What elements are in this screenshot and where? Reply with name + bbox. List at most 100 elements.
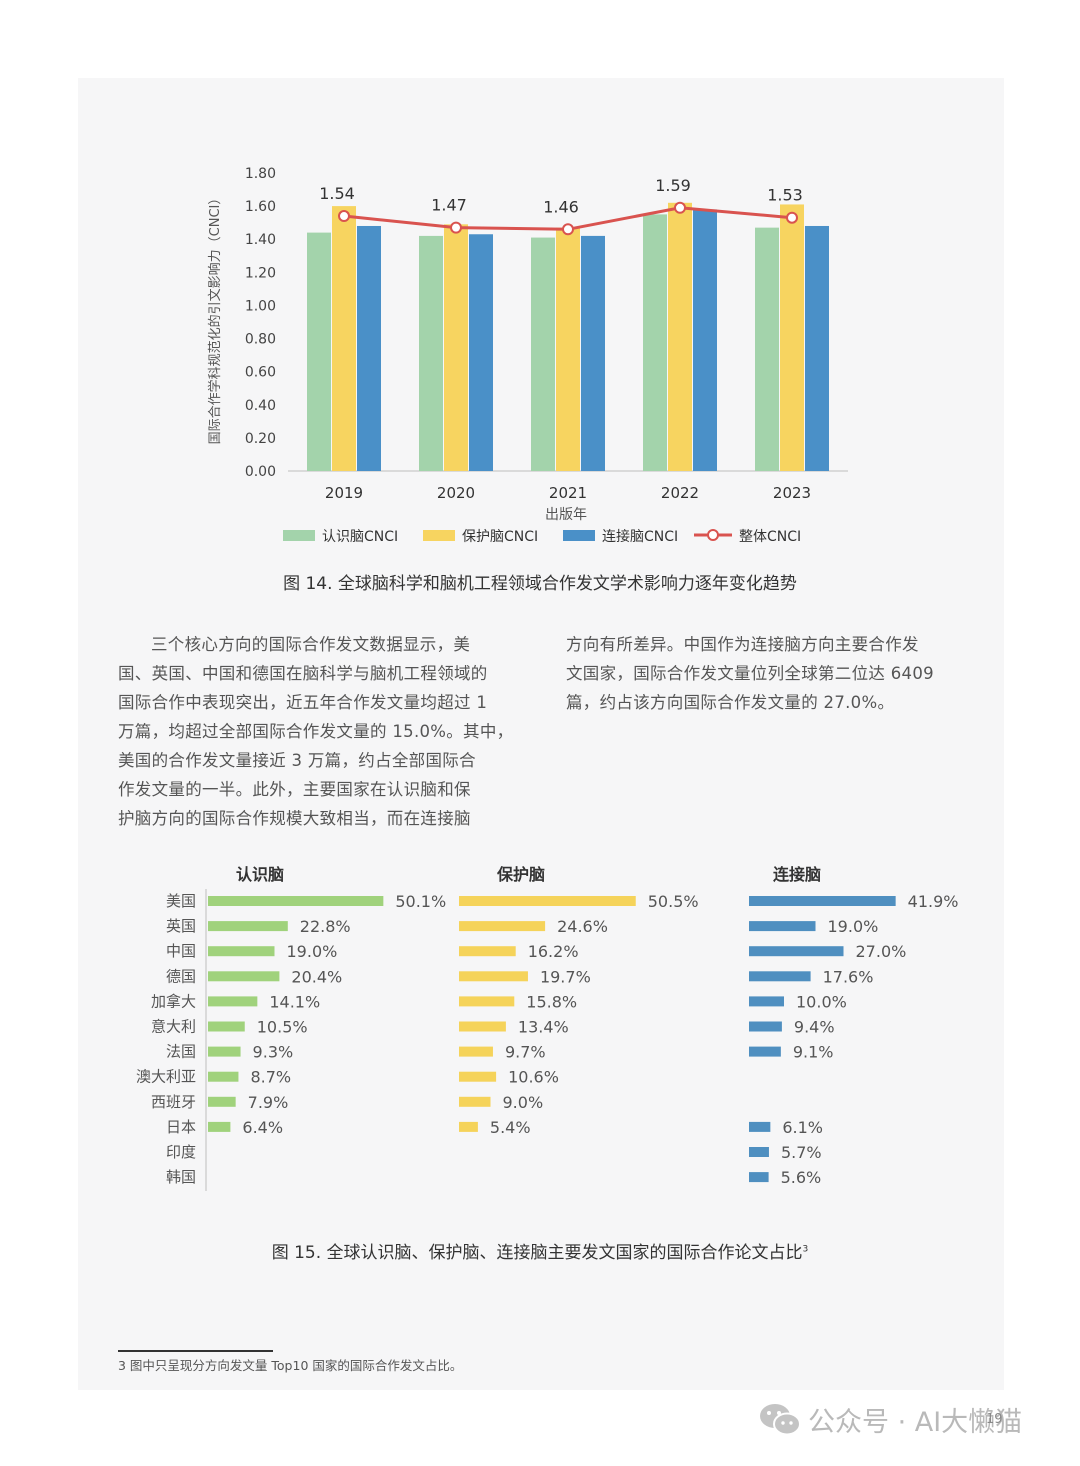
figure-15-caption-text: 图 15. 全球认识脑、保护脑、连接脑主要发文国家的国际合作论文占比 <box>271 1243 803 1263</box>
data-label: 5.6% <box>781 1168 822 1187</box>
line-point <box>674 201 686 214</box>
country-label: 加拿大 <box>151 992 196 1010</box>
text-line: 篇，约占该方向国际合作发文量的 27.0%。 <box>566 693 895 712</box>
bar <box>459 896 636 906</box>
data-label: 9.3% <box>253 1043 294 1062</box>
data-label: 24.6% <box>557 917 608 936</box>
data-label: 20.4% <box>291 967 342 986</box>
line-data-label: 1.47 <box>431 196 467 215</box>
footnote: 3 图中只呈现分方向发文量 Top10 国家的国际合作发文占比。 <box>118 1358 463 1373</box>
text-line: 文国家，国际合作发文量位列全球第二位达 6409 <box>566 664 934 683</box>
data-label: 19.7% <box>540 967 591 986</box>
data-label: 10.0% <box>796 992 847 1011</box>
bar-3 <box>357 225 381 471</box>
bar-3 <box>805 225 829 471</box>
y-tick-label: 1.40 <box>245 232 276 248</box>
bar-3 <box>469 234 493 471</box>
bar-3 <box>581 235 605 471</box>
body-text-right: 方向有所差异。中国作为连接脑方向主要合作发 文国家，国际合作发文量位列全球第二位达… <box>566 630 966 717</box>
y-tick-label: 1.60 <box>245 199 276 215</box>
country-label: 英国 <box>166 917 196 935</box>
line-data-label: 1.46 <box>543 197 579 216</box>
legend-swatch <box>283 530 315 541</box>
line-point <box>562 223 574 236</box>
y-tick-label: 0.40 <box>245 398 276 414</box>
x-tick-label: 2019 <box>325 484 363 502</box>
y-tick-label: 0.60 <box>245 365 276 381</box>
country-label: 德国 <box>166 967 196 985</box>
country-label: 法国 <box>166 1043 196 1061</box>
x-axis-title: 出版年 <box>545 507 587 523</box>
bar-1 <box>419 235 443 471</box>
bar-2 <box>668 202 692 472</box>
legend-swatch <box>423 530 455 541</box>
bar <box>749 1046 781 1057</box>
country-label: 韩国 <box>166 1168 196 1186</box>
bar <box>459 1071 497 1082</box>
data-label: 19.0% <box>287 942 338 961</box>
text-line: 三个核心方向的国际合作发文数据显示，美 <box>151 635 471 654</box>
bar-1 <box>755 227 779 471</box>
text-line: 方向有所差异。中国作为连接脑方向主要合作发 <box>566 635 919 654</box>
figure-14-caption: 图 14. 全球脑科学和脑机工程领域合作发文学术影响力逐年变化趋势 <box>283 574 797 594</box>
bar <box>208 971 280 982</box>
bar <box>749 971 811 982</box>
legend-label: 连接脑CNCI <box>602 528 678 545</box>
line-point <box>338 210 350 223</box>
bar <box>208 1071 239 1082</box>
bar <box>208 1121 231 1132</box>
text-line: 国、英国、中国和德国在脑科学与脑机工程领域的 <box>118 664 488 683</box>
bar <box>459 921 546 932</box>
bar-1 <box>531 237 555 471</box>
country-label: 西班牙 <box>151 1093 196 1111</box>
data-label: 5.4% <box>490 1118 531 1137</box>
data-label: 14.1% <box>269 992 320 1011</box>
bar <box>749 921 816 932</box>
data-label: 10.5% <box>257 1018 308 1037</box>
bar-2 <box>332 206 356 471</box>
y-tick-label: 1.20 <box>245 265 276 281</box>
bar <box>459 946 516 957</box>
country-label: 中国 <box>166 942 196 960</box>
legend-marker <box>707 529 719 541</box>
y-tick-label: 0.20 <box>245 431 276 447</box>
panel-title: 保护脑 <box>496 865 545 884</box>
line-point <box>450 221 462 234</box>
country-label: 意大利 <box>151 1018 196 1036</box>
body-text-left: 三个核心方向的国际合作发文数据显示，美国、英国、中国和德国在脑科学与脑机工程领域… <box>118 630 518 833</box>
data-label: 8.7% <box>250 1068 291 1087</box>
bar-3 <box>693 209 717 471</box>
country-label: 印度 <box>166 1143 196 1161</box>
data-label: 7.9% <box>248 1093 289 1112</box>
country-label: 澳大利亚 <box>136 1068 196 1086</box>
data-label: 41.9% <box>908 892 959 911</box>
bar <box>459 1121 478 1132</box>
line-point <box>786 211 798 224</box>
figure-15-footnote-ref: 3 <box>802 1244 809 1255</box>
panel-title: 连接脑 <box>773 865 821 884</box>
legend-label: 认识脑CNCI <box>322 529 398 545</box>
data-label: 19.0% <box>828 917 879 936</box>
y-axis-title: 国际合作学科规范化的引文影响力（CNCI） <box>207 192 223 445</box>
line-data-label: 1.59 <box>655 176 691 195</box>
text-line: 万篇，均超过全部国际合作发文量的 15.0%。其中， <box>118 722 514 741</box>
data-label: 9.7% <box>505 1043 546 1062</box>
country-label: 美国 <box>166 892 196 910</box>
bar <box>459 1021 506 1032</box>
data-label: 17.6% <box>823 967 874 986</box>
wechat-icon <box>760 1403 801 1435</box>
bar-2 <box>444 224 468 471</box>
data-label: 9.1% <box>793 1043 834 1062</box>
bar <box>208 1046 241 1057</box>
bar-2 <box>780 204 804 471</box>
data-label: 13.4% <box>518 1018 569 1037</box>
bar <box>459 971 528 982</box>
data-label: 50.5% <box>648 892 699 911</box>
panel-title: 认识脑 <box>236 865 284 884</box>
bar <box>749 946 844 957</box>
figure-15-caption: 图 15. 全球认识脑、保护脑、连接脑主要发文国家的国际合作论文占比3 <box>0 1238 1080 1263</box>
data-label: 5.7% <box>781 1143 822 1162</box>
watermark-text: 公众号 · AI大懒猫 <box>808 1407 1023 1438</box>
x-tick-label: 2021 <box>549 484 587 502</box>
x-tick-label: 2023 <box>773 484 811 502</box>
